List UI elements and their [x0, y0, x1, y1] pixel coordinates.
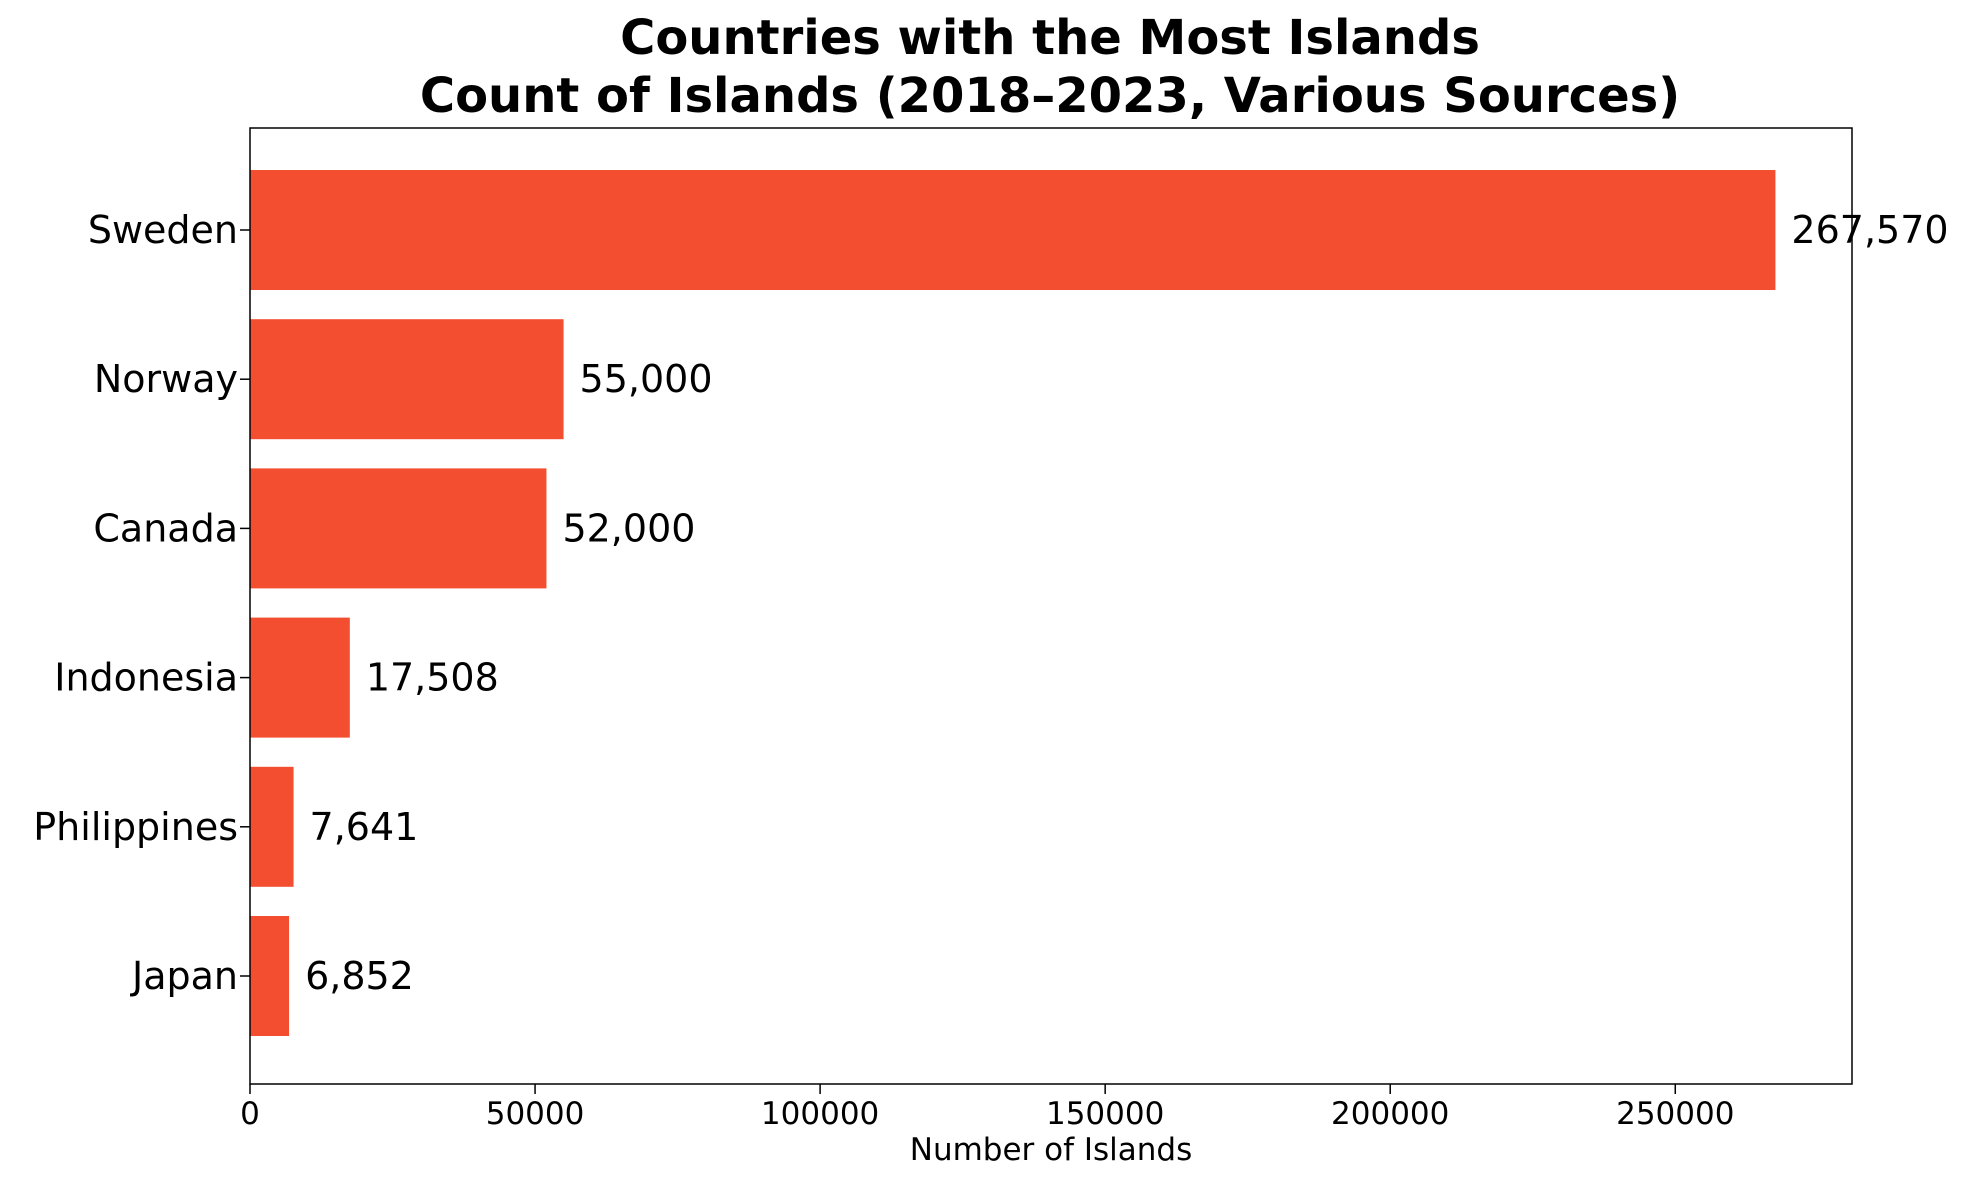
plot-area-frame	[249, 127, 1853, 1085]
x-tick-label: 50000	[486, 1096, 585, 1132]
data-labels: 267,570 55,000 52,000 17,508 7,641 6,852	[305, 208, 1949, 998]
y-tick-label-indonesia: Indonesia	[54, 656, 238, 700]
x-tick-label: 200000	[1331, 1096, 1449, 1132]
x-tick-label: 100000	[761, 1096, 879, 1132]
bar-canada	[250, 468, 547, 589]
data-label-indonesia: 17,508	[366, 656, 499, 700]
y-tick-label-japan: Japan	[130, 954, 238, 998]
y-axis-ticks: Sweden Norway Canada Indonesia Philippines Ja…	[33, 208, 250, 998]
data-label-canada: 52,000	[562, 506, 695, 550]
x-axis-label: Number of Islands	[910, 1132, 1193, 1168]
bar-sweden	[250, 170, 1776, 290]
chart-title: Countries with the Most Islands	[620, 10, 1480, 66]
y-tick-label-philippines: Philippines	[33, 805, 238, 849]
x-axis-ticks: 0 50000 100000 150000 200000 250000	[240, 1084, 1734, 1132]
data-label-sweden: 267,570	[1791, 208, 1948, 252]
data-label-norway: 55,000	[580, 357, 713, 401]
bar-indonesia	[250, 617, 350, 738]
x-tick-label: 250000	[1616, 1096, 1734, 1132]
data-label-philippines: 7,641	[310, 805, 419, 849]
y-tick-label-sweden: Sweden	[88, 208, 238, 252]
chart-subtitle: Count of Islands (2018–2023, Various Sou…	[420, 68, 1680, 124]
bar-norway	[250, 319, 564, 440]
bar-japan	[250, 916, 290, 1036]
y-tick-label-norway: Norway	[94, 357, 238, 401]
data-label-japan: 6,852	[305, 954, 414, 998]
x-tick-label: 150000	[1046, 1096, 1164, 1132]
x-tick-label: 0	[240, 1096, 260, 1132]
bar-philippines	[250, 766, 294, 887]
y-tick-label-canada: Canada	[93, 506, 238, 550]
bars-layer	[250, 170, 1776, 1036]
